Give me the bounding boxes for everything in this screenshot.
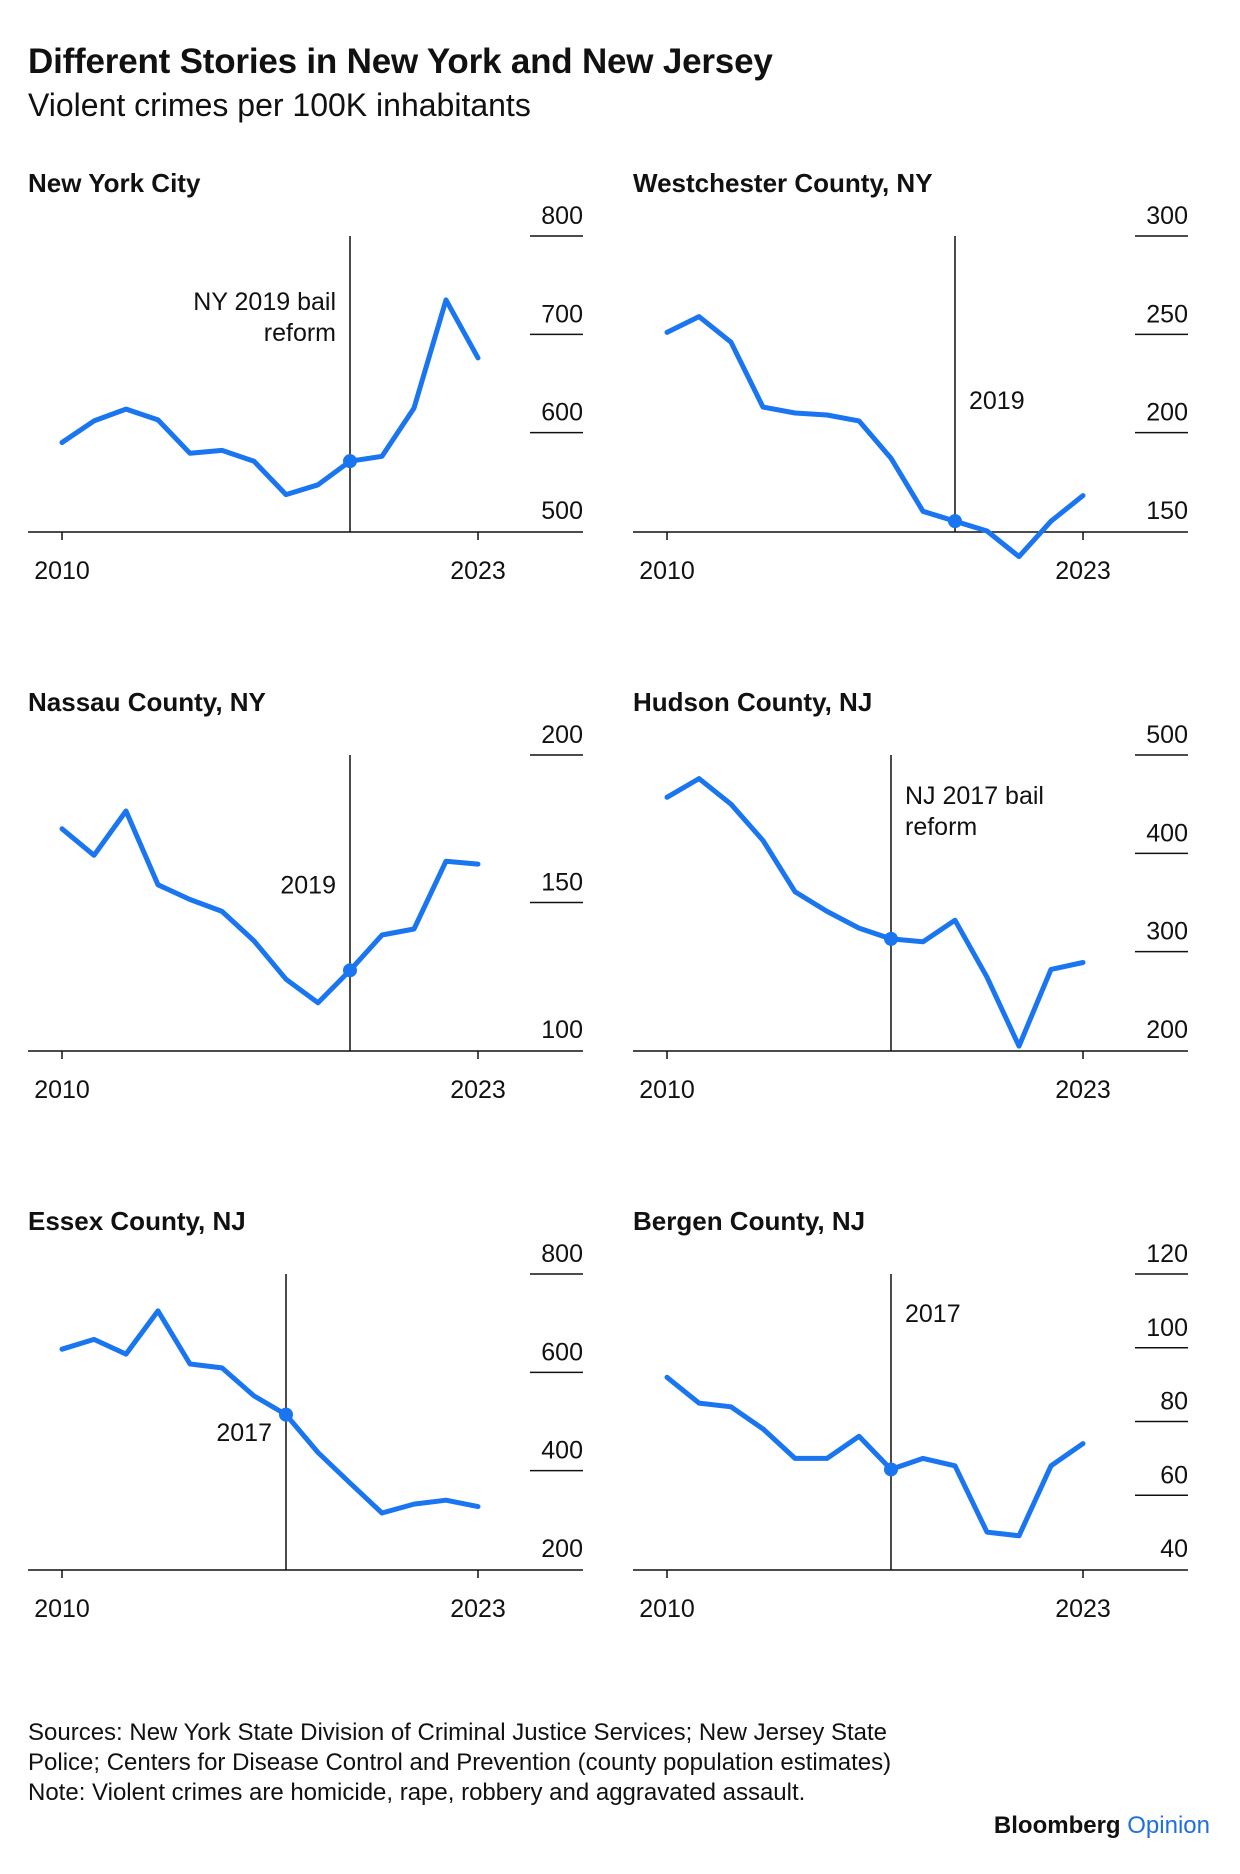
panel-3-annotation-label: 2019 (280, 872, 336, 900)
panel-2-xtick-label: 2010 (639, 557, 695, 585)
panel-6-ytick-label: 40 (1160, 1535, 1188, 1563)
panel-6-xtick-label: 2023 (1055, 1595, 1111, 1623)
panel-2-ytick-label: 250 (1146, 300, 1188, 328)
panel-1-annotation-label: reform (264, 319, 336, 347)
panel-4-xtick-label: 2010 (639, 1076, 695, 1104)
panel-5-ytick-label: 200 (541, 1535, 583, 1563)
panel-4-title: Hudson County, NJ (633, 687, 872, 717)
chart-title: Different Stories in New York and New Je… (28, 42, 773, 81)
panel-5-title: Essex County, NJ (28, 1206, 246, 1236)
panel-3-annotation-point (343, 963, 357, 978)
panel-4-ytick-label: 400 (1146, 819, 1188, 847)
panel-2-ytick-label: 150 (1146, 497, 1188, 525)
panel-1-ytick-label: 800 (541, 202, 583, 230)
panel-2-title: Westchester County, NY (633, 168, 933, 198)
panel-5-series-line (59, 1308, 481, 1516)
brand-logo: Bloomberg Opinion (994, 1812, 1210, 1840)
panel-6-ytick-label: 80 (1160, 1388, 1188, 1416)
panel-6-annotation-point (884, 1462, 898, 1477)
panel-3-ytick-label: 100 (541, 1016, 583, 1044)
panel-6-ytick-label: 60 (1160, 1461, 1188, 1489)
panel-4-ytick-label: 300 (1146, 918, 1188, 946)
chart-header: Different Stories in New York and New Je… (28, 40, 1208, 126)
panel-5-ytick-label: 600 (541, 1338, 583, 1366)
panel-4-series-line (664, 776, 1086, 1049)
panel-2-ytick-label: 300 (1146, 202, 1188, 230)
panel-3-xtick-label: 2023 (450, 1076, 506, 1104)
panel-3-series-line (59, 808, 481, 1006)
footer-notes: Sources: New York State Division of Crim… (28, 1718, 928, 1808)
panel-2-xtick-label: 2023 (1055, 557, 1111, 585)
brand-opinion: Opinion (1127, 1812, 1210, 1839)
chart-subtitle: Violent crimes per 100K inhabitants (28, 87, 531, 123)
panel-6-ytick-label: 120 (1146, 1240, 1188, 1268)
panel-4-annotation-point (884, 931, 898, 946)
panel-6-annotation-label: 2017 (905, 1300, 961, 1328)
panel-6-title: Bergen County, NJ (633, 1206, 865, 1236)
panel-6-ytick-label: 100 (1146, 1314, 1188, 1342)
note-text: Note: Violent crimes are homicide, rape,… (28, 1779, 806, 1806)
panel-2-annotation-point (948, 514, 962, 529)
panel-2-series-line (664, 314, 1086, 560)
sources-text: Sources: New York State Division of Crim… (28, 1719, 892, 1776)
panel-6-series-line (664, 1374, 1086, 1539)
panel-1-series-line (59, 297, 481, 498)
brand-bloomberg: Bloomberg (993, 1812, 1121, 1839)
panel-4-xtick-label: 2023 (1055, 1076, 1111, 1104)
panel-5-annotation-point (279, 1407, 293, 1422)
panel-5-annotation-label: 2017 (216, 1419, 272, 1447)
panel-1-ytick-label: 600 (541, 399, 583, 427)
panel-2-ytick-label: 200 (1146, 399, 1188, 427)
panel-4-annotation-label: reform (905, 813, 977, 841)
panel-5-xtick-label: 2010 (34, 1595, 90, 1623)
panel-4-ytick-label: 500 (1146, 721, 1188, 749)
panel-1-xtick-label: 2010 (34, 557, 90, 585)
panel-3-xtick-label: 2010 (34, 1076, 90, 1104)
panel-5-ytick-label: 400 (541, 1437, 583, 1465)
panel-5-xtick-label: 2023 (450, 1595, 506, 1623)
panel-4-ytick-label: 200 (1146, 1016, 1188, 1044)
panel-1-annotation-label: NY 2019 bail (193, 288, 336, 316)
panel-1-title: New York City (28, 168, 201, 198)
panel-1-ytick-label: 700 (541, 300, 583, 328)
panel-3-ytick-label: 150 (541, 869, 583, 897)
panel-4-annotation-label: NJ 2017 bail (905, 782, 1044, 810)
panel-5-ytick-label: 800 (541, 1240, 583, 1268)
panel-1-ytick-label: 500 (541, 497, 583, 525)
panel-3-ytick-label: 200 (541, 721, 583, 749)
panel-1-annotation-point (343, 454, 357, 469)
panel-1-xtick-label: 2023 (450, 557, 506, 585)
panel-3-title: Nassau County, NY (28, 687, 266, 717)
panel-6-xtick-label: 2010 (639, 1595, 695, 1623)
panel-2-annotation-label: 2019 (969, 387, 1025, 415)
